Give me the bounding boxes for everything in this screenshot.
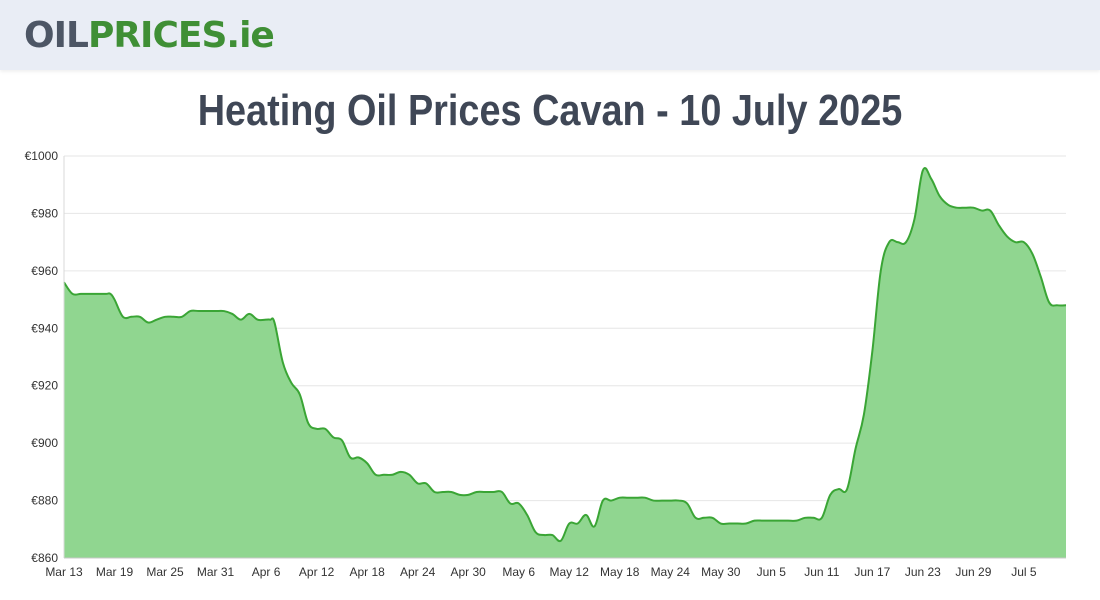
y-tick-label: €900 bbox=[31, 436, 58, 450]
x-axis-ticks: Mar 13 Mar 19 Mar 25 Mar 31 Apr 6 Apr 12 Apr 1… bbox=[45, 565, 1037, 579]
x-tick-label: Apr 6 bbox=[252, 565, 281, 579]
x-tick-label: Jun 17 bbox=[854, 565, 890, 579]
site-logo[interactable]: OILPRICES.ie bbox=[24, 14, 275, 58]
y-tick-label: €980 bbox=[31, 206, 58, 220]
x-tick-label: Mar 25 bbox=[146, 565, 184, 579]
x-tick-label: Apr 12 bbox=[299, 565, 335, 579]
chart-axes bbox=[63, 156, 1066, 559]
x-tick-label: Apr 30 bbox=[450, 565, 486, 579]
y-tick-label: €860 bbox=[31, 551, 58, 565]
x-tick-label: Apr 18 bbox=[349, 565, 385, 579]
page-title: Heating Oil Prices Cavan - 10 July 2025 bbox=[197, 86, 903, 135]
logo-text-prices: PRICES bbox=[87, 15, 227, 56]
x-tick-label: Jun 29 bbox=[955, 565, 991, 579]
y-tick-label: €1000 bbox=[25, 149, 59, 163]
logo-text-ie: .ie bbox=[226, 15, 274, 56]
x-tick-label: Jul 5 bbox=[1011, 565, 1037, 579]
y-tick-label: €940 bbox=[31, 321, 58, 335]
x-tick-label: May 24 bbox=[651, 565, 691, 579]
x-tick-label: Jun 5 bbox=[757, 565, 787, 579]
x-tick-label: Jun 11 bbox=[804, 565, 839, 579]
logo-text-oil: OIL bbox=[24, 15, 89, 56]
x-tick-label: May 6 bbox=[502, 565, 535, 579]
series-line-cavan bbox=[63, 166, 1067, 543]
chart-area-layer bbox=[63, 166, 1067, 559]
x-tick-label: Mar 13 bbox=[45, 565, 83, 579]
y-tick-label: €960 bbox=[31, 264, 58, 278]
x-tick-label: May 18 bbox=[600, 565, 640, 579]
series-area-cavan bbox=[64, 167, 1066, 559]
x-tick-label: May 30 bbox=[701, 565, 741, 579]
y-tick-label: €880 bbox=[31, 494, 58, 508]
price-chart: €860 €880 €900 €920 €940 €960 €980 €1000 Mar 13… bbox=[25, 149, 1067, 579]
y-tick-label: €920 bbox=[31, 379, 58, 393]
site-header: OILPRICES.ie bbox=[0, 0, 1100, 70]
y-axis-ticks: €860 €880 €900 €920 €940 €960 €980 €1000 bbox=[25, 149, 59, 565]
x-tick-label: May 12 bbox=[550, 565, 590, 579]
x-tick-label: Jun 23 bbox=[905, 565, 941, 579]
x-tick-label: Mar 19 bbox=[96, 565, 134, 579]
x-tick-label: Apr 24 bbox=[400, 565, 436, 579]
x-tick-label: Mar 31 bbox=[197, 565, 235, 579]
